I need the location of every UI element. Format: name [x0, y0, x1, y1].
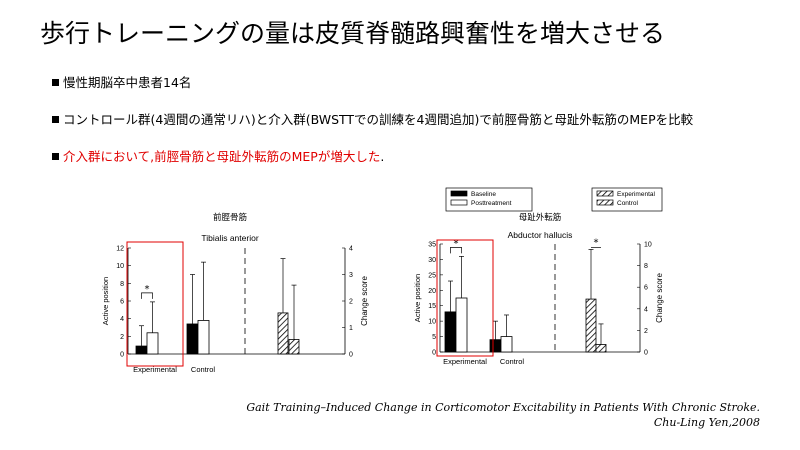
chart-muscle-jp: 前脛骨筋	[213, 212, 247, 223]
y-tick-label: 30	[428, 257, 436, 264]
bullet-text: 慢性期脳卒中患者14名	[63, 75, 192, 90]
legend-swatch	[596, 199, 614, 206]
legend-label: Experimental	[617, 191, 655, 198]
bar-posttreatment	[455, 297, 468, 353]
y-tick-label: 20	[428, 288, 436, 295]
highlight-box	[126, 241, 184, 367]
y2-tick-label: 8	[644, 263, 648, 270]
y-tick-label: 0	[120, 352, 124, 359]
y2-tick-label: 0	[644, 350, 648, 357]
y2-tick-label: 4	[349, 246, 353, 253]
chart-title: Tibialis anterior	[201, 233, 258, 243]
category-label: Control	[500, 357, 525, 366]
chart-muscle-jp: 母趾外転筋	[519, 212, 562, 223]
y-tick-label: 6	[120, 299, 124, 306]
y2-axis-label: Change score	[360, 276, 369, 326]
bar-posttreatment	[146, 332, 159, 355]
bullet-item-highlight: 介入群において,前脛骨筋と母趾外転筋のMEPが増大した.	[52, 146, 384, 165]
legend-swatch	[450, 190, 468, 197]
legend-label: Posttreatment	[471, 200, 512, 207]
bar-baseline	[444, 311, 457, 353]
y2-tick-label: 2	[644, 328, 648, 335]
legend-label: Baseline	[471, 191, 496, 198]
legend-label: Control	[617, 200, 639, 207]
y-tick-label: 2	[120, 334, 124, 341]
legend-box	[445, 187, 533, 212]
bar-change-score	[288, 339, 300, 355]
y2-tick-label: 10	[644, 242, 652, 249]
significance-star: *	[145, 284, 150, 295]
category-label: Experimental	[443, 357, 487, 366]
bullet-item: 慢性期脳卒中患者14名	[52, 72, 191, 91]
category-label: Experimental	[133, 365, 177, 374]
y2-tick-label: 6	[644, 285, 648, 292]
highlight-box	[436, 239, 494, 357]
legend-swatch	[450, 199, 468, 206]
y-axis-label: Active position	[413, 274, 422, 322]
bar-posttreatment	[197, 320, 210, 355]
y2-tick-label: 0	[349, 352, 353, 359]
bullet-text: コントロール群(4週間の通常リハ)と介入群(BWSTTでの訓練を4週間追加)で前…	[63, 112, 694, 127]
citation-author: Chu-Ling Yen,2008	[653, 416, 760, 429]
bar-change-score	[277, 312, 289, 355]
y-tick-label: 25	[428, 272, 436, 279]
y-tick-label: 15	[428, 303, 436, 310]
y2-tick-label: 2	[349, 299, 353, 306]
y-tick-label: 35	[428, 242, 436, 249]
bar-baseline	[489, 339, 502, 353]
y-tick-label: 4	[120, 316, 124, 323]
bar-change-score	[595, 344, 607, 353]
category-label: Control	[191, 365, 216, 374]
bar-baseline	[135, 345, 148, 355]
slide-title: 歩行トレーニングの量は皮質脊髄路興奮性を増大させる	[40, 19, 666, 48]
significance-star: *	[594, 237, 599, 248]
significance-star: *	[454, 238, 459, 249]
citation: Gait Training–Induced Change in Corticom…	[246, 400, 760, 430]
bullet-item: コントロール群(4週間の通常リハ)と介入群(BWSTTでの訓練を4週間追加)で前…	[52, 109, 693, 128]
y-tick-label: 10	[116, 263, 124, 270]
bullet-square-icon	[52, 79, 59, 86]
y-tick-label: 8	[120, 281, 124, 288]
bar-posttreatment	[500, 336, 513, 353]
y-tick-label: 10	[428, 319, 436, 326]
significance-bracket	[450, 246, 462, 254]
y2-axis-label: Change score	[655, 273, 664, 323]
bullet-square-icon	[52, 153, 59, 160]
bullet-text: 介入群において,前脛骨筋と母趾外転筋のMEPが増大した	[63, 149, 381, 164]
y2-tick-label: 3	[349, 272, 353, 279]
bar-baseline	[186, 323, 199, 355]
y-tick-label: 12	[116, 246, 124, 253]
y-tick-label: 0	[432, 350, 436, 357]
significance-bracket	[141, 292, 153, 299]
citation-title: Gait Training–Induced Change in Corticom…	[246, 401, 760, 414]
bullet-square-icon	[52, 116, 59, 123]
bar-change-score	[585, 298, 597, 353]
y-axis-label: Active position	[101, 277, 110, 325]
y-tick-label: 5	[432, 334, 436, 341]
y2-tick-label: 1	[349, 325, 353, 332]
bullet-tail: .	[380, 149, 385, 164]
legend-swatch	[596, 190, 614, 197]
chart-title: Abductor hallucis	[508, 230, 573, 240]
y2-tick-label: 4	[644, 306, 648, 313]
